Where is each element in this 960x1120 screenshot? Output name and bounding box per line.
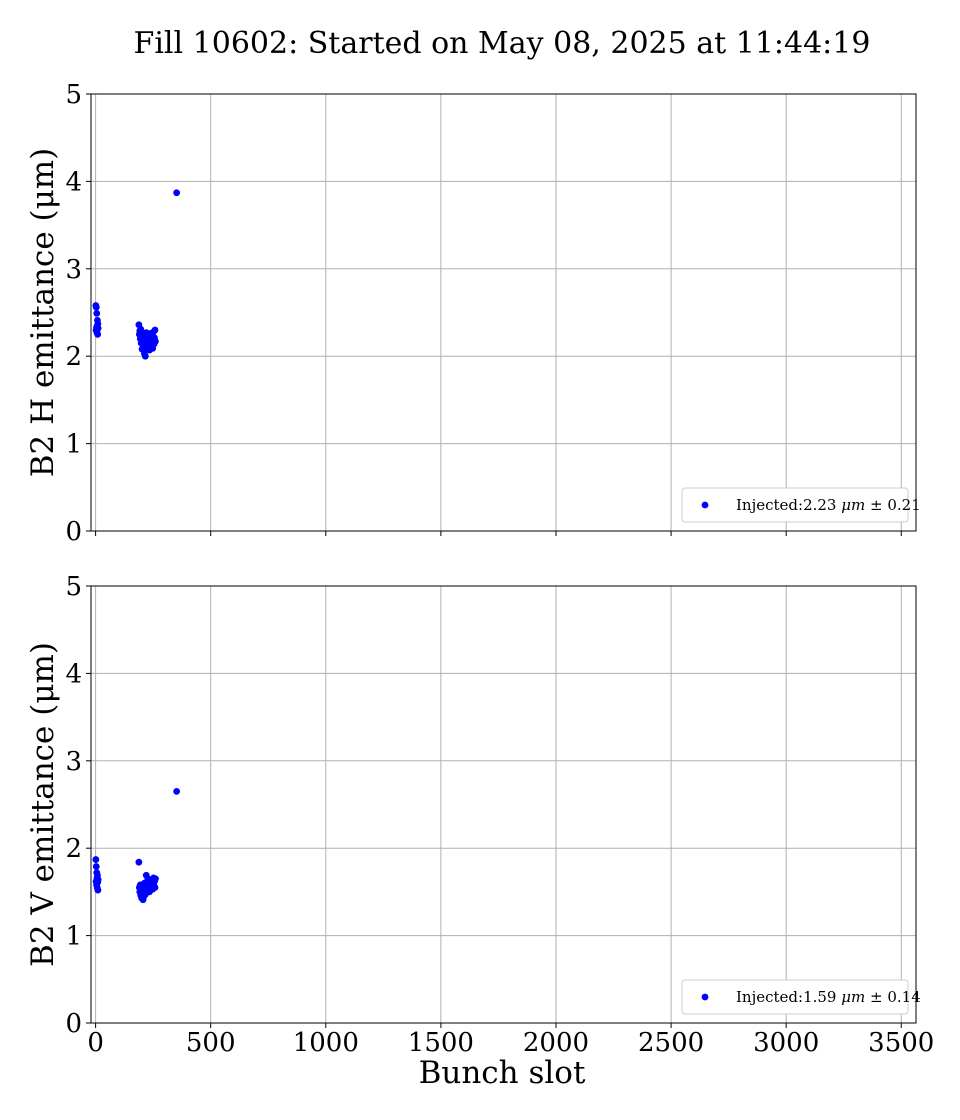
- x-tick-label: 1500: [408, 1028, 474, 1058]
- y-tick-label: 5: [65, 572, 82, 602]
- data-point: [94, 886, 102, 894]
- data-point: [141, 352, 149, 360]
- y-tick-label: 5: [65, 80, 82, 110]
- data-point: [93, 309, 101, 317]
- x-tick-label: 3500: [868, 1028, 934, 1058]
- x-tick-label: 2500: [638, 1028, 704, 1058]
- top-panel-b2-h: 0 1 2 3 4 5 B2 H emittance (μm) Injected:2.23 μ…: [25, 80, 921, 547]
- legend-entry: Injected:1.59 μm ± 0.14: [736, 988, 921, 1006]
- data-point: [135, 858, 143, 866]
- legend-marker: [701, 993, 709, 1001]
- y-tick-label: 3: [65, 255, 82, 285]
- data-point: [152, 875, 159, 883]
- x-tick-label: 2000: [523, 1028, 589, 1058]
- y-tick-label: 4: [65, 167, 82, 197]
- data-point: [92, 303, 100, 311]
- y-axis-label: B2 V emittance (μm): [25, 642, 61, 967]
- data-point: [151, 326, 159, 334]
- legend-marker: [701, 501, 709, 509]
- legend: Injected:2.23 μm ± 0.21: [681, 487, 921, 523]
- legend-entry: Injected:2.23 μm ± 0.21: [736, 496, 921, 514]
- legend-box: [681, 979, 909, 1015]
- data-point: [94, 330, 102, 338]
- y-tick-label: 1: [65, 922, 82, 952]
- data-point: [151, 884, 159, 891]
- plot-frame: [90, 93, 917, 532]
- legend-box: [681, 487, 909, 523]
- x-tick-label: 500: [186, 1028, 236, 1058]
- legend: Injected:1.59 μm ± 0.14: [681, 979, 921, 1015]
- data-point: [94, 876, 102, 884]
- y-tick-label: 2: [65, 342, 82, 372]
- y-tick-label: 0: [65, 517, 82, 547]
- x-axis-label: Bunch slot: [419, 1055, 586, 1091]
- y-axis-label: B2 H emittance (μm): [25, 148, 61, 478]
- x-tick-label: 0: [87, 1028, 104, 1058]
- plot-frame: [90, 585, 917, 1024]
- y-tick-label: 0: [65, 1009, 82, 1039]
- data-point: [94, 324, 102, 332]
- y-tick-label: 4: [65, 659, 82, 689]
- data-point: [173, 189, 181, 197]
- y-tick-label: 1: [65, 430, 82, 460]
- bottom-panel-b2-v: 0 1 2 3 4 5 0 500 1000 1500 2000 2500 3000 3500 B2 V e…: [25, 572, 934, 1058]
- data-point: [92, 863, 100, 870]
- data-point: [92, 856, 100, 863]
- data-point: [173, 787, 181, 795]
- y-tick-label: 3: [65, 747, 82, 777]
- x-tick-label: 3000: [753, 1028, 819, 1058]
- x-tick-label: 1000: [293, 1028, 359, 1058]
- data-point: [152, 337, 159, 345]
- chart-title: Fill 10602: Started on May 08, 2025 at 1…: [134, 26, 871, 61]
- y-tick-label: 2: [65, 834, 82, 864]
